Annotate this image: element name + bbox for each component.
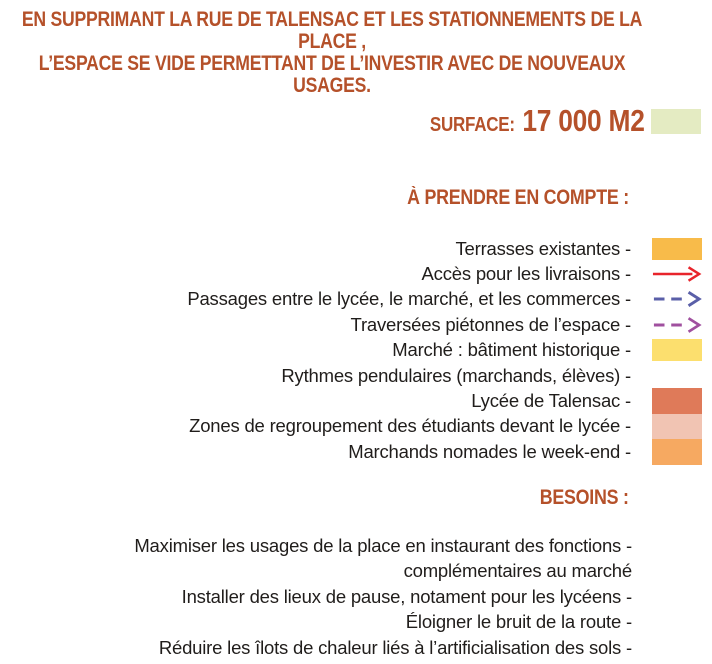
- surface-swatch: [651, 109, 701, 134]
- legend-label: Accès pour les livraisons -: [421, 263, 632, 285]
- legend-row-rythmes: Rythmes pendulaires (marchands, élèves) …: [0, 363, 712, 388]
- crossings-dashed-arrow-icon: [652, 312, 702, 337]
- passages-dashed-arrow-icon: [652, 287, 702, 312]
- terrasses-swatch: [652, 236, 702, 261]
- legend-label: Rythmes pendulaires (marchands, élèves) …: [281, 364, 631, 386]
- legend-label: Terrasses existantes -: [455, 237, 631, 259]
- empty-marker: [652, 363, 702, 388]
- marche-swatch: [652, 338, 702, 363]
- color-swatch: [652, 439, 702, 465]
- legend-row-traversees: Traversées piétonnes de l’espace -: [0, 312, 712, 337]
- legend-label: Zones de regroupement des étudiants deva…: [189, 415, 631, 437]
- legend-row-livraisons: Accès pour les livraisons -: [0, 261, 712, 286]
- legend-label: Lycée de Talensac -: [471, 390, 631, 412]
- zones-swatch: [652, 413, 702, 440]
- page-title-line1: EN SUPPRIMANT LA RUE DE TALENSAC ET LES …: [21, 8, 643, 53]
- marchands-swatch: [652, 439, 702, 465]
- page-title: EN SUPPRIMANT LA RUE DE TALENSAC ET LES …: [0, 9, 664, 97]
- legend-row-marchands: Marchands nomades le week-end -: [0, 439, 712, 465]
- lycee-swatch: [652, 388, 702, 414]
- needs-item-continuation: complémentaires au marché: [403, 560, 633, 582]
- color-swatch: [652, 237, 702, 260]
- color-swatch: [652, 339, 702, 362]
- legend-row-zones: Zones de regroupement des étudiants deva…: [0, 413, 712, 440]
- color-swatch: [652, 413, 702, 440]
- needs-item: Installer des lieux de pause, notament p…: [181, 585, 633, 607]
- legend-row-passages: Passages entre le lycée, le marché, et l…: [0, 287, 712, 312]
- section-title-needs: BESOINS :: [540, 486, 629, 509]
- legend-row-lycee: Lycée de Talensac -: [0, 388, 712, 414]
- surface-row: SURFACE: 17 000 M2: [430, 103, 645, 139]
- legend-label: Marchands nomades le week-end -: [348, 440, 631, 462]
- color-swatch: [652, 388, 702, 414]
- legend-label: Marché : bâtiment historique -: [392, 339, 631, 361]
- page-title-line2: L’ESPACE SE VIDE PERMETTANT DE L’INVESTI…: [38, 52, 626, 97]
- needs-item: Réduire les îlots de chaleur liés à l’ar…: [158, 636, 632, 658]
- needs-item: Éloigner le bruit de la route -: [405, 611, 632, 633]
- section-title-considerations: À PRENDRE EN COMPTE :: [407, 186, 629, 209]
- needs-list: Maximiser les usages de la place en inst…: [134, 533, 632, 660]
- legend-label: Passages entre le lycée, le marché, et l…: [187, 288, 631, 310]
- surface-value: 17 000 M2: [522, 103, 645, 138]
- surface-label: SURFACE:: [430, 114, 516, 136]
- legend-row-terrasses: Terrasses existantes -: [0, 236, 712, 261]
- needs-item: Maximiser les usages de la place en inst…: [134, 535, 632, 556]
- delivery-arrow-icon: [652, 261, 702, 286]
- legend-label: Traversées piétonnes de l’espace -: [350, 313, 632, 335]
- legend-row-marche: Marché : bâtiment historique -: [0, 338, 712, 363]
- considerations-legend: Terrasses existantes - Accès pour les li…: [0, 236, 712, 465]
